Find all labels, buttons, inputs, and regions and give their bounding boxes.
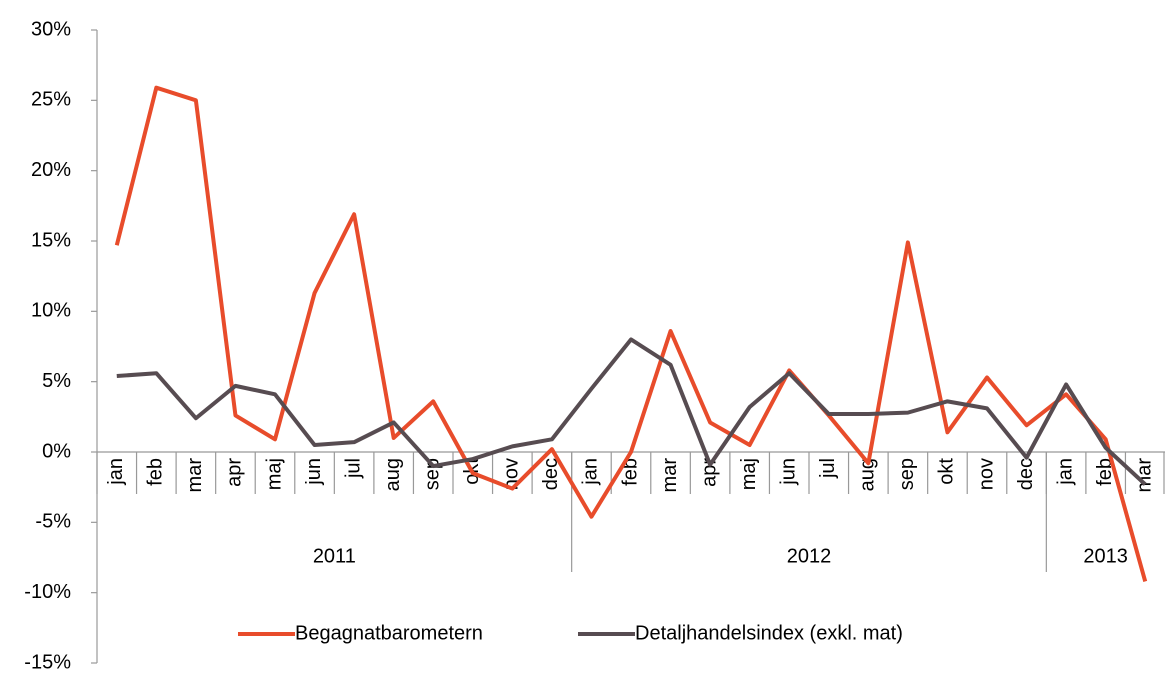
x-tick-label: mar [184,458,206,493]
legend-label: Begagnatbarometern [295,622,483,644]
x-tick-label: jul [817,458,839,479]
y-tick-label: 30% [31,18,71,40]
x-tick-label: feb [145,458,167,486]
x-tick-label: apr [224,458,246,487]
x-tick-label: jun [303,458,325,486]
group-label: 2013 [1083,545,1128,567]
y-tick-label: 0% [42,440,71,462]
x-tick-label: jan [105,458,127,486]
x-tick-label: jan [1054,458,1076,486]
x-tick-label: apr [698,458,720,487]
x-tick-label: jan [580,458,602,486]
series-line [116,337,1147,486]
y-tick-label: 10% [31,300,71,322]
x-tick-label: dec [540,458,562,490]
legend-label: Detaljhandelsindex (exkl. mat) [635,622,903,644]
x-tick-label: aug [857,458,879,491]
y-tick-label: -5% [35,511,71,533]
y-tick-label: 20% [31,159,71,181]
y-tick-label: 5% [42,370,71,392]
x-tick-label: nov [975,458,997,490]
y-tick-label: 25% [31,89,71,111]
x-tick-label: aug [382,458,404,491]
x-tick-label: mar [659,458,681,493]
y-tick-label: 15% [31,229,71,251]
y-tick-label: -15% [24,651,71,673]
x-tick-label: dec [1015,458,1037,490]
series-line [114,85,1148,582]
x-tick-label: maj [738,458,760,490]
x-tick-label: jun [778,458,800,486]
group-label: 2011 [313,545,356,567]
x-tick-label: feb [1094,458,1116,486]
y-tick-label: -10% [24,581,71,603]
x-tick-label: jul [342,458,364,479]
x-tick-label: mar [1134,458,1156,493]
x-tick-label: okt [936,458,958,485]
x-tick-label: sep [896,458,918,490]
group-label: 2012 [787,545,832,567]
x-tick-label: maj [263,458,285,490]
